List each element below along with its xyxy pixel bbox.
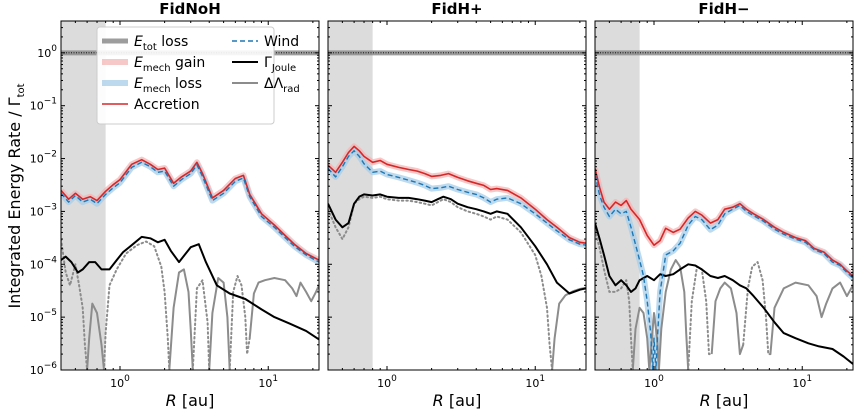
rad-negative-segment: [742, 261, 772, 356]
legend-label-emech_loss: Emech loss: [134, 76, 202, 95]
panel-plot-area: [328, 21, 586, 370]
x-tick-label: 101: [525, 374, 545, 390]
rad-positive-segment: [168, 268, 194, 370]
accretion-series: [595, 168, 853, 277]
y-tick-label: 10−6: [30, 361, 58, 377]
y-tick-label: 10−3: [30, 202, 57, 218]
accretion-series: [61, 158, 319, 261]
wind-series: [595, 174, 853, 370]
rad-negative-segment: [191, 279, 211, 370]
rad-negative-segment: [595, 228, 634, 370]
y-tick-label: 10−1: [30, 97, 57, 113]
joule-series: [595, 222, 853, 365]
x-tick-label: 100: [110, 374, 130, 390]
rad-positive-segment: [710, 281, 745, 356]
legend: Etot loss Emech gain Emech loss Accretion Wi…: [96, 26, 300, 125]
panel-title: FidH+: [431, 0, 482, 18]
joule-series: [61, 235, 319, 341]
wind-series: [328, 150, 586, 246]
rad-positive-segment: [769, 281, 853, 355]
rad-negative-segment: [228, 275, 251, 370]
wind-series: [61, 161, 319, 263]
x-tick-label: 101: [258, 374, 278, 390]
panel-ticks: 100 101: [594, 20, 853, 390]
rad-positive-segment: [208, 277, 231, 370]
rad-negative-segment: [328, 195, 554, 370]
legend-entries: Etot loss Emech gain Emech loss Accretion Wi…: [102, 34, 300, 113]
accretion-series: [328, 145, 586, 244]
y-tick-label: 10−5: [30, 308, 57, 324]
y-axis-label: Integrated Energy Rate / Γtot: [5, 83, 27, 308]
rad-positive-segment: [631, 259, 690, 370]
legend-label-accretion: Accretion: [134, 97, 200, 113]
panel-fidh-minus: 100 101 FidH− R [au]: [594, 0, 854, 410]
x-axis-label: R [au]: [700, 391, 749, 410]
legend-box: [96, 26, 275, 125]
rad-positive-segment: [248, 277, 319, 339]
x-tick-label: 100: [377, 374, 397, 390]
panel-title: FidH−: [698, 0, 749, 18]
panel-title: FidNoH: [159, 0, 221, 18]
x-tick-label: 101: [792, 374, 812, 390]
x-axis-label: R [au]: [433, 391, 482, 410]
panel-ticks: 10−6 10−5 10−4 10−3 10−2 10−1 100 100 101: [30, 20, 319, 390]
joule-series: [328, 193, 586, 295]
y-tick-label: 10−4: [30, 255, 58, 271]
legend-label-etot_loss: Etot loss: [134, 34, 188, 53]
x-axis-label: R [au]: [166, 391, 215, 410]
legend-label-joule: ΓJoule: [264, 55, 296, 74]
rad-negative-segment: [61, 238, 89, 370]
panel-plot-area: [595, 21, 853, 370]
y-tick-label: 10−2: [30, 150, 57, 166]
x-tick-label: 100: [644, 374, 664, 390]
y-tick-label: 100: [37, 44, 57, 60]
rad-negative-segment: [103, 240, 171, 370]
legend-label-rad: ΔΛrad: [264, 76, 300, 95]
legend-label-emech_gain: Emech gain: [134, 55, 205, 74]
panel-ticks: 100 101: [327, 20, 586, 390]
rad-positive-segment: [86, 302, 105, 370]
panel-fidh-plus: 100 101 FidH+ R [au]: [327, 0, 587, 410]
legend-label-wind: Wind: [264, 34, 299, 50]
